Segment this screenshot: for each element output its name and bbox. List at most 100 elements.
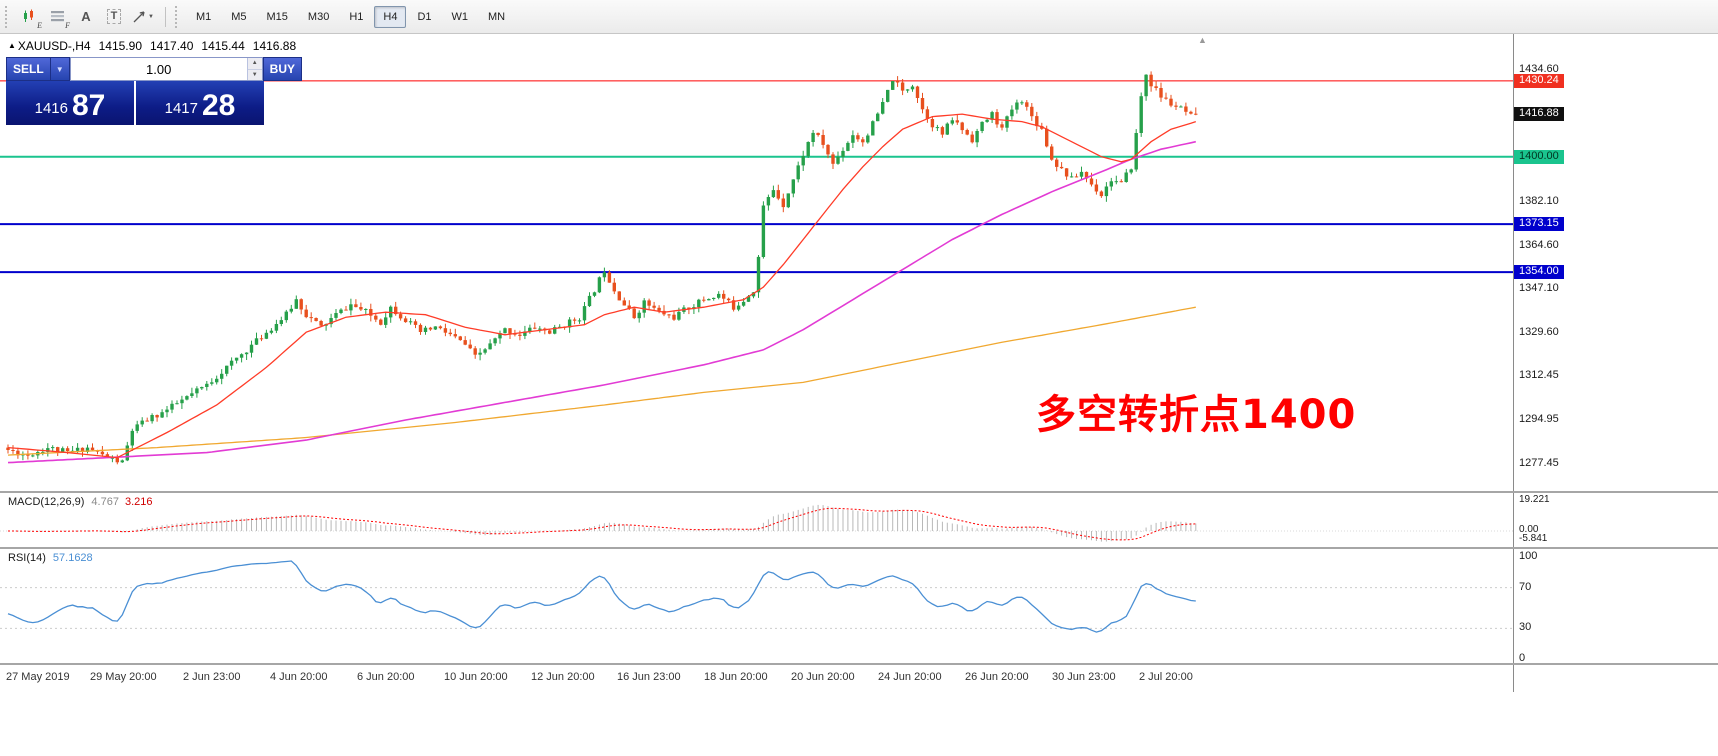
price-tick-label: 1294.95 xyxy=(1519,413,1559,425)
price-badge: 1430.24 xyxy=(1514,74,1564,88)
time-axis-label: 29 May 20:00 xyxy=(90,671,157,683)
sell-price-main: 1416 xyxy=(34,100,68,117)
chart-type-sub-label: E xyxy=(37,20,42,30)
chart-shift-marker[interactable]: ▲ xyxy=(1198,35,1207,45)
price-tick-label: 1312.45 xyxy=(1519,369,1559,381)
list-icon xyxy=(51,11,64,22)
chart-text-annotation[interactable]: 多空转折点1400 xyxy=(1036,392,1357,438)
tab-timeframe-d1[interactable]: D1 xyxy=(408,6,440,28)
rsi-scale-label: 0 xyxy=(1519,652,1526,664)
sell-price-pips: 87 xyxy=(72,89,106,122)
time-axis-label: 20 Jun 20:00 xyxy=(791,671,855,683)
time-axis-label: 18 Jun 20:00 xyxy=(704,671,768,683)
macd-chart-svg xyxy=(0,504,1513,542)
timeframe-group: M1 M5 M15 M30 H1 H4 D1 W1 MN xyxy=(186,5,515,28)
time-axis-label: 16 Jun 23:00 xyxy=(617,671,681,683)
buy-price-display[interactable]: 1417 28 xyxy=(136,81,264,125)
symbol-marker-icon: ▲ xyxy=(8,41,16,50)
ohlc-close: 1416.88 xyxy=(252,39,297,53)
bid-ask-display: 1416 87 1417 28 xyxy=(6,81,264,125)
time-axis-label: 12 Jun 20:00 xyxy=(531,671,595,683)
ohlc-open: 1415.90 xyxy=(98,39,142,53)
rsi-chart-svg xyxy=(0,560,1513,633)
text-tool-label: T xyxy=(106,9,122,24)
macd-header: MACD(12,26,9) 4.767 3.216 xyxy=(8,496,152,508)
price-badge: 1373.15 xyxy=(1514,217,1564,231)
panel-splitter[interactable] xyxy=(0,663,1718,665)
time-axis-label: 2 Jun 23:00 xyxy=(183,671,241,683)
trendline-icon xyxy=(133,10,145,22)
main-chart-panel[interactable]: ▲ XAUUSD-,H4 1415.90 1417.40 1415.44 1416.88 … xyxy=(0,34,1513,491)
rsi-title: RSI(14) xyxy=(8,552,46,564)
price-badge: 1416.88 xyxy=(1514,107,1564,121)
volume-up-button[interactable]: ▲ xyxy=(247,58,262,70)
price-tick-label: 1434.60 xyxy=(1519,63,1559,75)
time-axis[interactable]: 27 May 2019 29 May 20:00 2 Jun 23:00 4 Jun … xyxy=(0,665,1513,692)
volume-spinner: ▲ ▼ xyxy=(246,58,262,80)
macd-scale-label: -5.841 xyxy=(1519,533,1548,544)
sell-price-display[interactable]: 1416 87 xyxy=(6,81,134,125)
cursor-tool-label: A xyxy=(81,9,91,24)
buy-price-pips: 28 xyxy=(202,89,236,122)
macd-scale-label: 19.221 xyxy=(1519,494,1550,505)
order-controls-row: SELL ▼ ▲ ▼ BUY xyxy=(6,57,303,81)
tab-timeframe-mn[interactable]: MN xyxy=(479,6,514,28)
time-axis-label: 24 Jun 20:00 xyxy=(878,671,942,683)
draw-tool-button[interactable]: ▼ xyxy=(128,4,158,30)
toolbar-drag-handle[interactable] xyxy=(5,5,11,28)
time-axis-label: 4 Jun 20:00 xyxy=(270,671,328,683)
tab-timeframe-m15[interactable]: M15 xyxy=(258,6,297,28)
time-axis-label: 2 Jul 20:00 xyxy=(1139,671,1193,683)
rsi-header: RSI(14) 57.1628 xyxy=(8,552,93,564)
panel-splitter[interactable] xyxy=(0,491,1718,493)
one-click-trading-panel: SELL ▼ ▲ ▼ BUY 1416 87 1417 xyxy=(6,57,303,125)
rsi-scale-label: 70 xyxy=(1519,581,1532,593)
tab-timeframe-w1[interactable]: W1 xyxy=(443,6,478,28)
chevron-down-icon: ▼ xyxy=(55,64,64,74)
tab-timeframe-m5[interactable]: M5 xyxy=(222,6,255,28)
macd-title: MACD(12,26,9) xyxy=(8,496,85,508)
rsi-value: 57.1628 xyxy=(52,552,93,564)
price-tick-label: 1364.60 xyxy=(1519,239,1559,251)
price-tick-label: 1277.45 xyxy=(1519,457,1559,469)
sell-button[interactable]: SELL xyxy=(6,57,51,81)
macd-panel[interactable]: MACD(12,26,9) 4.767 3.216 xyxy=(0,493,1513,547)
rsi-scale-label: 30 xyxy=(1519,621,1532,633)
buy-price-main: 1417 xyxy=(164,100,198,117)
candlestick-chart-svg[interactable] xyxy=(0,34,1513,491)
rsi-panel[interactable]: RSI(14) 57.1628 xyxy=(0,549,1513,663)
tab-timeframe-m1[interactable]: M1 xyxy=(187,6,220,28)
buy-button[interactable]: BUY xyxy=(262,57,303,81)
time-axis-label: 6 Jun 20:00 xyxy=(357,671,415,683)
macd-value-main: 4.767 xyxy=(91,496,119,508)
tab-timeframe-m30[interactable]: M30 xyxy=(299,6,338,28)
templates-sub-label: F xyxy=(65,20,70,30)
order-type-dropdown[interactable]: ▼ xyxy=(50,57,70,81)
tab-timeframe-h1[interactable]: H1 xyxy=(340,6,372,28)
price-scale[interactable]: 1434.60 1382.10 1364.60 1347.10 1329.60 1312.… xyxy=(1513,34,1718,692)
chart-symbol-header: ▲ XAUUSD-,H4 1415.90 1417.40 1415.44 1416.88 xyxy=(8,39,296,53)
macd-scale-label: 0.00 xyxy=(1519,524,1539,535)
chevron-down-icon: ▼ xyxy=(148,13,154,20)
candlestick-icon xyxy=(24,9,33,22)
volume-input[interactable] xyxy=(70,58,247,80)
time-axis-label: 30 Jun 23:00 xyxy=(1052,671,1116,683)
tab-timeframe-h4[interactable]: H4 xyxy=(374,5,407,28)
rsi-scale-label: 100 xyxy=(1519,550,1538,562)
price-tick-label: 1347.10 xyxy=(1519,282,1559,294)
cursor-tool-button[interactable]: A xyxy=(72,4,100,30)
toolbar-drag-handle[interactable] xyxy=(174,5,181,28)
templates-button[interactable]: F xyxy=(44,4,72,30)
volume-down-button[interactable]: ▼ xyxy=(247,69,262,80)
time-axis-label: 26 Jun 20:00 xyxy=(965,671,1029,683)
panel-splitter[interactable] xyxy=(0,547,1718,549)
volume-box: ▲ ▼ xyxy=(69,57,263,81)
toolbar-separator xyxy=(164,6,166,27)
symbol-label: XAUUSD-,H4 xyxy=(17,39,91,53)
chart-type-button[interactable]: E xyxy=(16,4,44,30)
text-tool-button[interactable]: T xyxy=(100,4,128,30)
price-badge: 1400.00 xyxy=(1514,150,1564,164)
price-tick-label: 1382.10 xyxy=(1519,195,1559,207)
ohlc-low: 1415.44 xyxy=(201,39,245,53)
